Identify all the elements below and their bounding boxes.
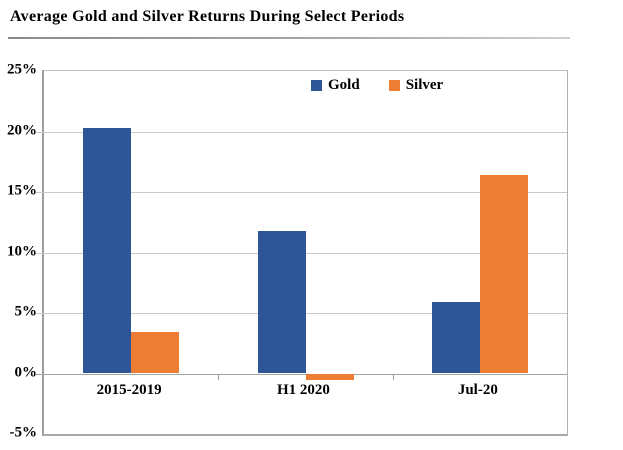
legend: Gold Silver [311, 77, 443, 94]
y-tick-label: -5% [9, 424, 38, 441]
x-axis-tick [392, 373, 394, 380]
y-tick-label: 25% [7, 61, 37, 78]
legend-item-silver: Silver [388, 77, 444, 94]
plot-area [36, 70, 568, 436]
x-category-label: 2015-2019 [96, 381, 162, 398]
legend-item-gold: Gold [311, 77, 360, 94]
y-tick-label: 5% [14, 303, 38, 320]
gridline [36, 192, 567, 193]
zero-axis-line [36, 373, 567, 375]
y-tick-label: 20% [7, 122, 37, 138]
bar-gold-1 [257, 230, 306, 374]
bar-silver-2 [479, 175, 528, 374]
y-tick-label: 15% [7, 182, 37, 199]
legend-label-silver: Silver [405, 77, 444, 93]
chart-title: Average Gold and Silver Returns During S… [10, 8, 405, 25]
y-axis-labels: 25% 20% 15% 10% 5% 0% -5% [0, 62, 38, 441]
x-category-label: H1 2020 [276, 381, 330, 398]
x-category-label: Jul-20 [457, 381, 498, 398]
bar-silver-1 [305, 373, 354, 380]
silver-swatch-icon [388, 80, 400, 91]
bar-silver-0 [131, 332, 180, 374]
y-tick-label: 0% [14, 364, 38, 380]
x-axis-labels: 2015-2019 H1 2020 Jul-20 [42, 70, 565, 433]
bar-gold-0 [83, 127, 132, 374]
x-axis-tick [218, 373, 220, 380]
legend-label-gold: Gold [328, 77, 360, 93]
gold-swatch-icon [311, 80, 322, 91]
title-underline [8, 37, 570, 39]
bar-gold-2 [431, 302, 480, 374]
gridline [36, 131, 567, 133]
y-tick-label: 10% [7, 243, 37, 259]
